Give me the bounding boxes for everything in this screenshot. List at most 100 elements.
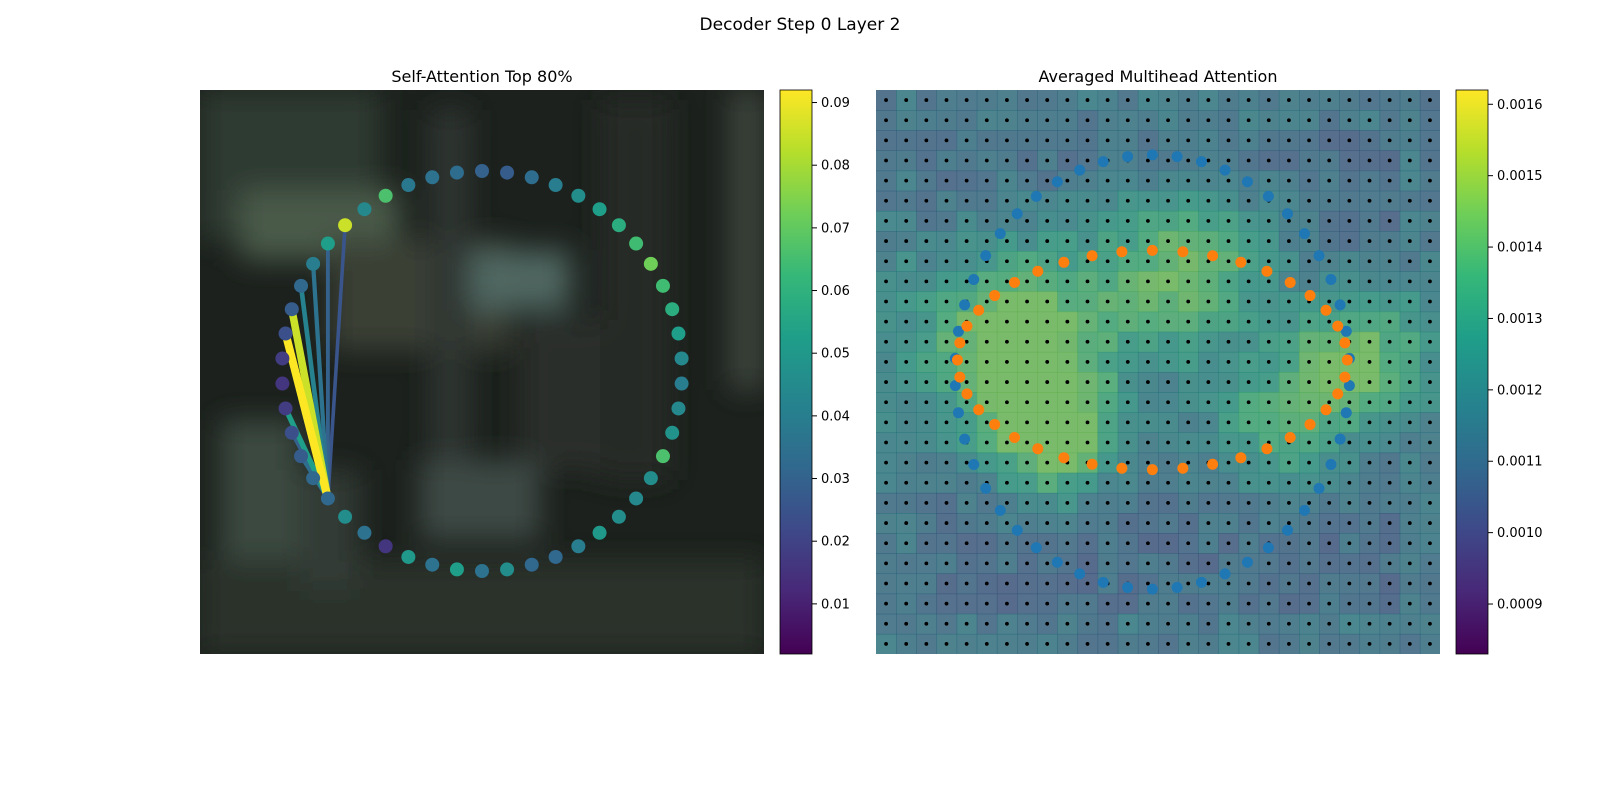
orange-keypoint	[1332, 320, 1344, 332]
attention-point	[275, 351, 290, 366]
blue-keypoint	[1241, 176, 1253, 188]
blue-keypoint	[1011, 524, 1023, 536]
blue-keypoint	[1334, 433, 1346, 445]
blue-keypoint	[1051, 556, 1063, 568]
attention-edges	[281, 225, 347, 500]
attention-point	[425, 557, 440, 572]
blue-keypoint	[980, 250, 992, 262]
orange-keypoint	[1320, 304, 1332, 316]
self-attention-title: Self-Attention Top 80%	[391, 67, 572, 86]
orange-keypoint	[1032, 443, 1044, 455]
attention-point	[665, 302, 680, 317]
orange-keypoint	[989, 290, 1001, 302]
attention-point	[275, 376, 290, 391]
blue-keypoint	[980, 482, 992, 494]
colorbar-tick-label: 0.0013	[1497, 312, 1543, 327]
orange-keypoint	[1332, 388, 1344, 400]
blue-keypoint	[1262, 542, 1274, 554]
attention-point	[571, 539, 586, 554]
attention-point	[674, 351, 689, 366]
attention-point	[500, 562, 515, 577]
colorbar-tick-label: 0.0010	[1497, 526, 1543, 541]
orange-keypoint	[1058, 452, 1070, 464]
blue-keypoint	[1325, 458, 1337, 470]
blue-keypoint	[1051, 176, 1063, 188]
orange-keypoint	[1261, 443, 1273, 455]
attention-point	[674, 376, 689, 391]
orange-keypoint	[1009, 276, 1021, 288]
blue-keypoint	[1241, 556, 1253, 568]
blue-keypoint	[1074, 568, 1086, 580]
photo-background	[200, 90, 764, 654]
attention-point	[449, 165, 464, 180]
orange-keypoint	[1177, 462, 1189, 474]
attention-point	[475, 564, 489, 578]
orange-keypoint	[1284, 276, 1296, 288]
blue-keypoint	[994, 504, 1006, 516]
blue-keypoint	[1298, 228, 1310, 240]
attention-point	[655, 449, 670, 464]
orange-keypoint	[1339, 337, 1351, 349]
colorbar-tick-label: 0.0011	[1497, 455, 1543, 470]
blue-keypoint	[1334, 299, 1346, 311]
attention-point	[278, 326, 293, 341]
blue-keypoint	[1262, 190, 1274, 202]
blue-keypoint	[1074, 164, 1086, 176]
attention-point	[378, 188, 393, 203]
colorbar-tick-label: 0.09	[821, 96, 850, 111]
attention-edge	[281, 332, 332, 500]
orange-keypoint	[954, 337, 966, 349]
attention-point	[284, 425, 299, 440]
orange-keypoint	[973, 404, 985, 416]
colorbar-tick-label: 0.0012	[1497, 383, 1543, 398]
blue-keypoint	[1281, 208, 1293, 220]
orange-keypoint	[1086, 458, 1098, 470]
colorbar-tick-label: 0.08	[821, 159, 850, 174]
orange-keypoint	[1339, 371, 1351, 383]
orange-keypoint	[1058, 256, 1070, 268]
blue-keypoint	[952, 325, 964, 337]
blue-keypoint	[1195, 156, 1207, 168]
blue-keypoint	[959, 299, 971, 311]
blue-keypoint	[1122, 581, 1134, 593]
orange-keypoint	[1261, 265, 1273, 277]
attention-point	[278, 401, 293, 416]
blue-keypoint	[1171, 581, 1183, 593]
attention-point	[524, 170, 539, 185]
blue-keypoint	[1281, 524, 1293, 536]
blue-keypoint	[1011, 208, 1023, 220]
attention-point	[425, 170, 440, 185]
orange-keypoint	[1116, 246, 1128, 258]
attention-point	[378, 539, 393, 554]
orange-keypoint	[1320, 404, 1332, 416]
blue-keypoint	[1097, 576, 1109, 588]
blue-keypoint	[1298, 504, 1310, 516]
multihead-attention-colorbar: 0.0009 0.0010 0.0011 0.0012 0.0013 0.0014 0.00…	[1455, 89, 1543, 655]
attention-edge	[311, 263, 331, 499]
attention-point	[571, 188, 586, 203]
blue-keypoint	[949, 380, 961, 392]
colorbar-tick-label: 0.06	[821, 284, 850, 299]
attention-points	[275, 164, 689, 578]
colorbar-tick-label: 0.05	[821, 347, 850, 362]
blue-keypoint	[968, 274, 980, 286]
attention-point	[401, 178, 416, 193]
orange-keypoint	[1032, 265, 1044, 277]
attention-point	[357, 202, 372, 217]
orange-keypoint	[1341, 354, 1353, 366]
attention-point	[320, 236, 335, 251]
orange-keypoint	[1284, 432, 1296, 444]
blue-keypoint	[1146, 149, 1158, 161]
self-attention-panel: Self-Attention Top 80%	[200, 67, 764, 654]
orange-keypoint	[954, 371, 966, 383]
orange-keypoint	[1086, 250, 1098, 262]
blue-keypoint	[1325, 274, 1337, 286]
blue-keypoint	[994, 228, 1006, 240]
colorbar-tick-label: 0.01	[821, 597, 850, 612]
orange-keypoint	[1207, 250, 1219, 262]
blue-keypoint	[1171, 151, 1183, 163]
blue-keypoint	[1146, 583, 1158, 595]
colorbar-tick-label: 0.03	[821, 472, 850, 487]
figure-title: Decoder Step 0 Layer 2	[700, 15, 901, 35]
attention-point	[284, 302, 299, 317]
